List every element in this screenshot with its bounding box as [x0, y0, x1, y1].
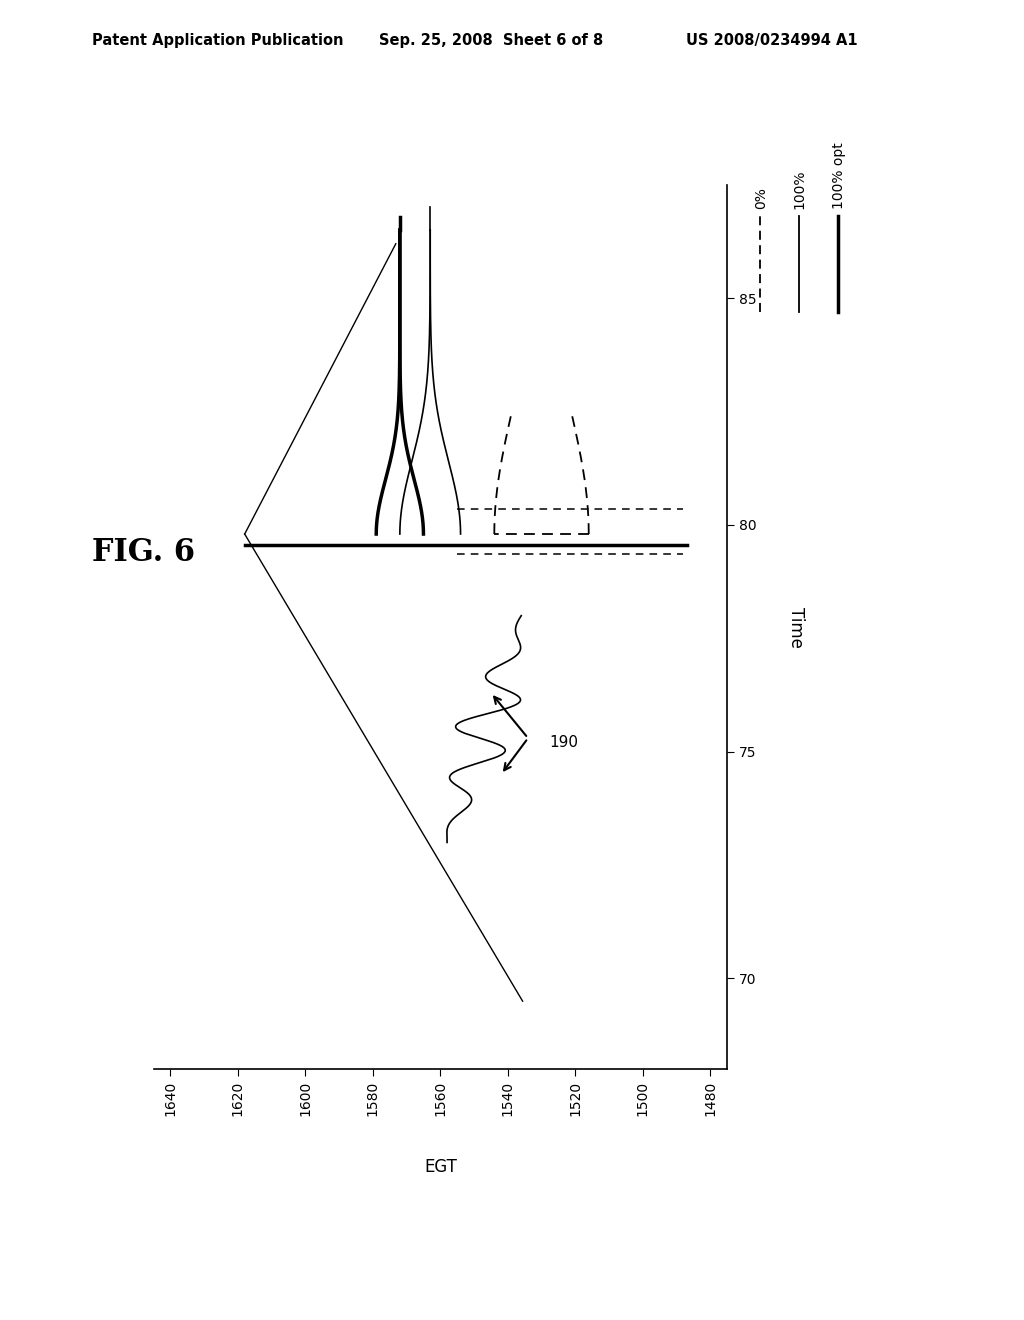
Text: 190: 190 — [550, 735, 579, 750]
Text: 0%: 0% — [754, 186, 768, 209]
Text: 100%: 100% — [793, 169, 807, 209]
Text: US 2008/0234994 A1: US 2008/0234994 A1 — [686, 33, 858, 48]
Text: Patent Application Publication: Patent Application Publication — [92, 33, 344, 48]
Y-axis label: Time: Time — [787, 607, 805, 647]
Text: 100% opt: 100% opt — [831, 141, 846, 209]
Text: FIG. 6: FIG. 6 — [92, 537, 196, 568]
X-axis label: EGT: EGT — [424, 1158, 457, 1176]
Text: Sep. 25, 2008  Sheet 6 of 8: Sep. 25, 2008 Sheet 6 of 8 — [379, 33, 603, 48]
